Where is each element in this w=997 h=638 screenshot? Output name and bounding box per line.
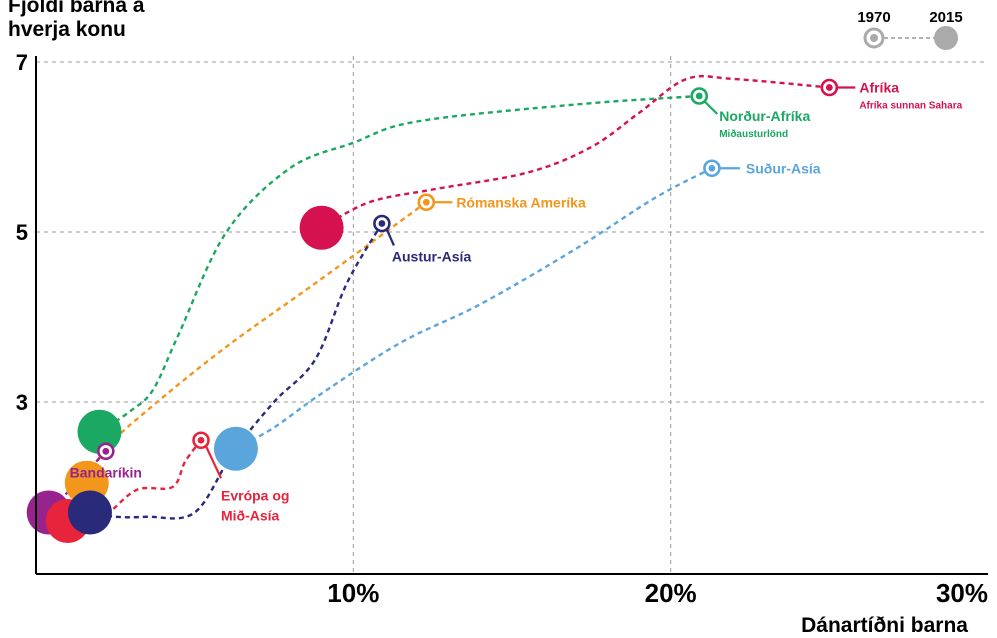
legend-end-marker <box>934 26 958 50</box>
label-romanska-amerika: Rómanska Ameríka <box>456 194 586 210</box>
marker-1970-dot-bandarikin <box>102 447 110 455</box>
label-austur-asia: Austur-Asía <box>392 249 472 265</box>
y-tick-label: 7 <box>16 50 28 75</box>
bubble-2015-sudur-asia <box>213 426 258 471</box>
y-axis-label-line-1: Fjöldi barna á <box>8 0 145 17</box>
leader-nordur-afrika <box>704 101 719 115</box>
markers-1970 <box>97 78 839 461</box>
bubbles-2015 <box>26 205 344 543</box>
bubble-2015-austur-asia <box>67 490 112 535</box>
y-tick-label: 3 <box>16 390 28 415</box>
bubble-2015-afrika <box>299 205 344 250</box>
y-tick-label: 5 <box>16 220 28 245</box>
x-tick-label: 30% <box>936 578 988 608</box>
sublabel-nordur-afrika: Miðausturlönd <box>719 128 788 140</box>
bubble-2015-nordur-afrika <box>77 409 122 454</box>
trajectory-nordur-afrika <box>98 94 700 433</box>
x-tick-label: 10% <box>327 578 379 608</box>
legend-start-marker-dot <box>870 34 878 42</box>
marker-1970-dot-nordur-afrika <box>695 92 703 100</box>
x-tick-label: 20% <box>645 578 697 608</box>
leader-austur-asia <box>385 229 395 246</box>
legend-start-label: 1970 <box>857 9 890 26</box>
marker-1970-dot-austur-asia <box>378 220 386 227</box>
label-afrika: Afríka <box>859 80 899 96</box>
trajectory-afrika <box>321 74 830 229</box>
trajectory-bandarikin <box>47 450 107 514</box>
marker-1970-dot-afrika <box>825 84 833 91</box>
label-bandarikin: Bandaríkin <box>70 464 142 480</box>
leader-evropa <box>205 445 223 479</box>
trajectory-romanska-amerika <box>85 201 428 484</box>
y-axis-label-line-2: hverja konu <box>8 18 126 41</box>
legend-end-label: 2015 <box>929 9 962 26</box>
grid <box>36 56 988 574</box>
label-evropa: Mið-Asía <box>221 507 280 523</box>
marker-1970-dot-evropa <box>197 436 205 444</box>
trajectory-evropa <box>67 439 202 531</box>
sublabel-afrika: Afríka sunnan Sahara <box>859 101 962 112</box>
label-evropa: Evrópa og <box>221 487 289 503</box>
axes: Fjöldi barna á hverja konu Dánartíðni ba… <box>8 0 988 637</box>
label-sudur-asia: Suður-Asía <box>746 160 821 176</box>
series-labels: Afríka Afríka sunnan Sahara Norður-Afríka M… <box>70 80 963 524</box>
marker-1970-dot-romanska-amerika <box>422 198 430 206</box>
x-axis-label: Dánartíðni barna <box>801 614 968 637</box>
trajectories <box>47 74 830 531</box>
legend: 1970 2015 <box>857 9 963 50</box>
trajectory-sudur-asia <box>235 167 713 450</box>
marker-1970-dot-sudur-asia <box>708 164 716 172</box>
label-nordur-afrika: Norður-Afríka <box>719 108 810 124</box>
